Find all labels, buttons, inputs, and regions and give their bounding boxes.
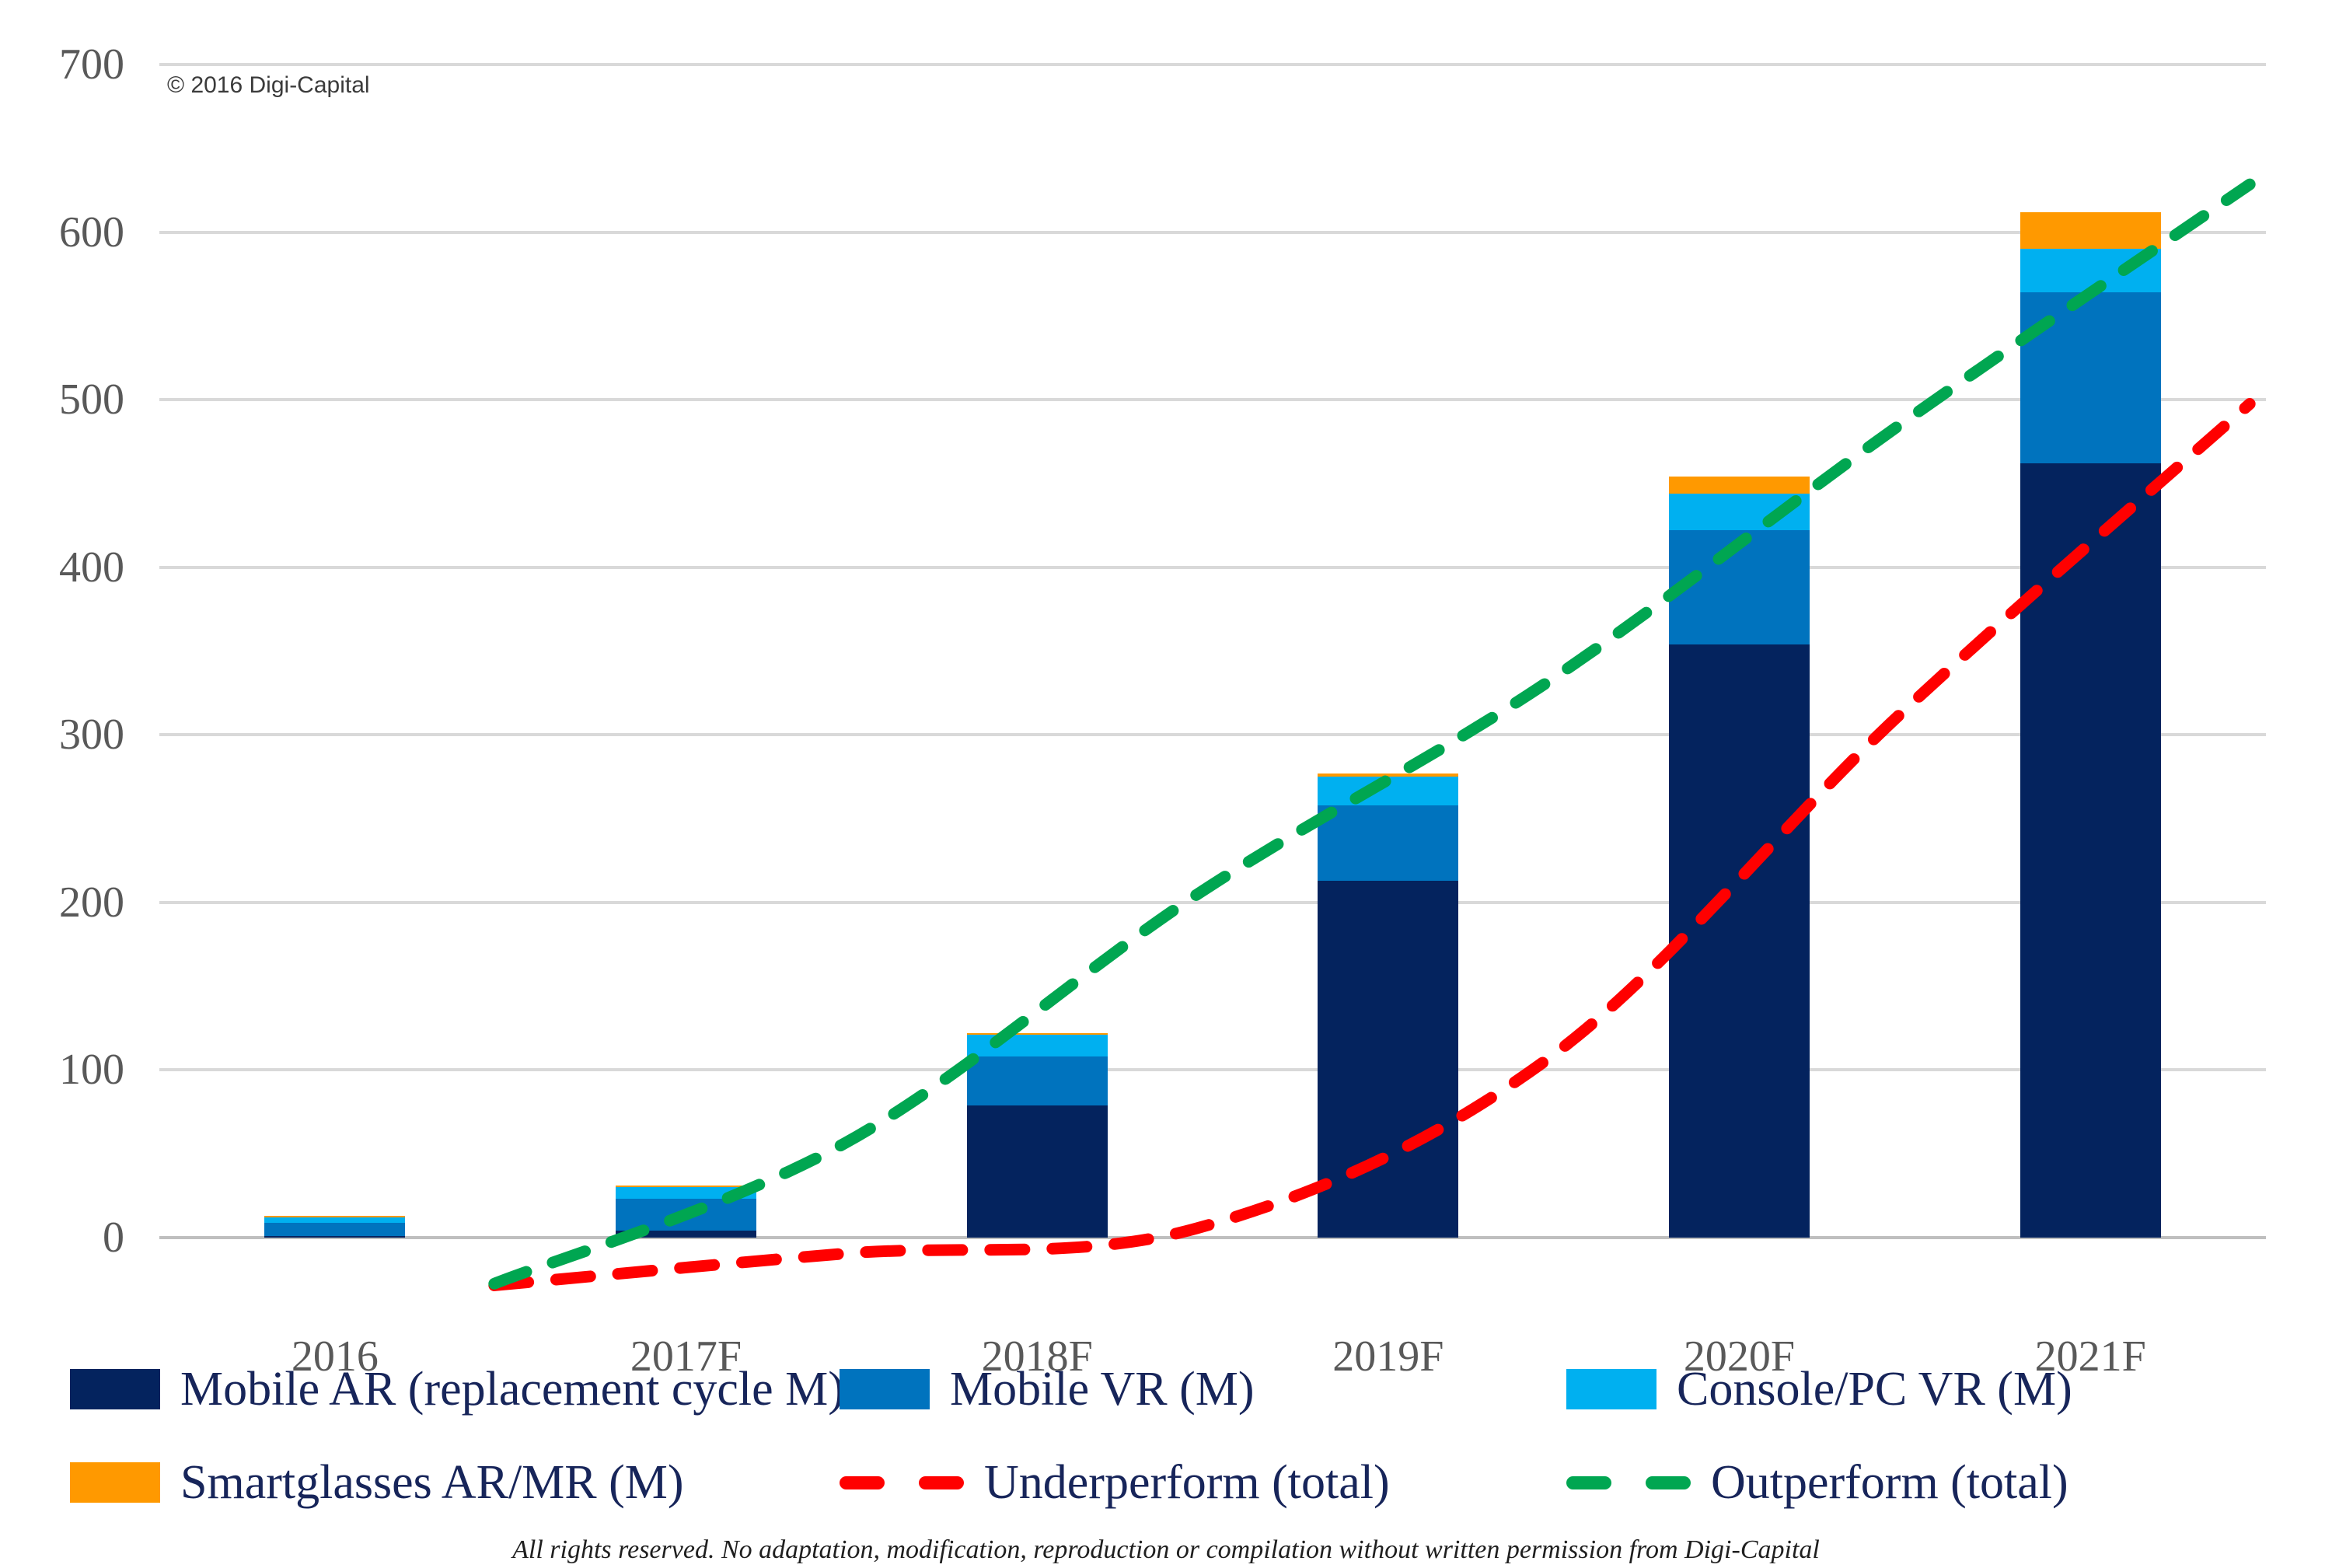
bar-segment-2016 [264,1215,406,1218]
bar-segment-2018F [966,1033,1108,1035]
footer-disclaimer: All rights reserved. No adaptation, modi… [512,1535,1820,1564]
trend-lines-layer [488,178,2256,1291]
y-axis-tick-label: 0 [103,1214,124,1262]
legend-item-underperform: Underperform (total) [840,1448,1390,1517]
legend-label: Outperform (total) [1711,1455,2068,1509]
x-axis-label-2021F: 2021F [2034,1332,2146,1381]
mobile-ar-swatch [70,1369,160,1409]
legend-label: Mobile AR (replacement cycle M) [180,1362,844,1416]
legend-item-smartglasses: Smartglasses AR/MR (M) [70,1448,684,1517]
legend-label: Underperform (total) [984,1455,1390,1509]
bar-segment-2019F [1318,805,1459,881]
x-axis-label-2020F: 2020F [1683,1332,1796,1381]
y-axis-tick-label: 600 [59,208,124,257]
bar-segment-2019F [1318,880,1459,1238]
outperform-line [488,178,2256,1290]
x-axis-label-2019F: 2019F [1332,1332,1444,1381]
bar-segment-2020F [1669,644,1810,1238]
bar-segment-2017F [616,1231,756,1238]
bar-segment-2021F [2020,211,2161,250]
x-axis-label-2017F: 2017F [630,1332,742,1381]
y-axis-tick-label: 100 [59,1046,124,1095]
gridline-300 [159,733,2266,737]
legend-item-console-pc-vr: Console/PC VR (M) [1566,1354,2072,1424]
y-axis-tick-label: 200 [59,878,124,927]
legend-label: Mobile VR (M) [950,1362,1255,1416]
bar-segment-2021F [2020,463,2161,1238]
bar-segment-2018F [966,1105,1108,1238]
bar-segment-2020F [1669,477,1810,494]
y-axis-tick-label: 400 [59,543,124,592]
bar-segment-2016 [264,1217,406,1223]
outperform-dash-marker [1566,1475,1691,1489]
x-axis-label-2018F: 2018F [981,1332,1093,1381]
bar-segment-2016 [264,1222,406,1236]
y-axis-tick-label: 300 [59,711,124,760]
gridline-600 [159,230,2266,234]
legend-item-outperform: Outperform (total) [1566,1448,2068,1517]
smartglasses-swatch [70,1462,160,1503]
bar-segment-2016 [264,1235,406,1238]
bar-segment-2017F [616,1187,756,1200]
gridline-100 [159,1068,2266,1072]
gridline-500 [159,398,2266,402]
plot-area: 700 600 500 400 300 200 100 0 2016 2017F 2018F 2019… [59,43,2266,1381]
legend-item-mobile-ar: Mobile AR (replacement cycle M) [70,1354,844,1424]
bar-segment-2018F [966,1056,1108,1105]
legend-label: Console/PC VR (M) [1677,1362,2072,1416]
bar-segment-2019F [1318,773,1459,777]
gridline-0 [159,1236,2266,1239]
y-axis-tick-label: 500 [59,375,124,424]
gridline-400 [159,565,2266,569]
bar-segment-2017F [616,1186,756,1188]
underperform-line [488,398,2256,1291]
gridline-200 [159,900,2266,904]
gridline-700 [159,63,2266,66]
x-axis-label-2016: 2016 [291,1332,379,1381]
mobile-vr-swatch [840,1369,930,1409]
legend-item-mobile-vr: Mobile VR (M) [840,1354,1255,1424]
legend-label: Smartglasses AR/MR (M) [180,1455,684,1509]
underperform-dash-marker [840,1475,964,1489]
bar-segment-2018F [966,1035,1108,1057]
copyright-note: © 2016 Digi-Capital [167,72,370,98]
console-pc-vr-swatch [1566,1369,1656,1409]
y-axis-tick-label: 700 [59,40,124,89]
